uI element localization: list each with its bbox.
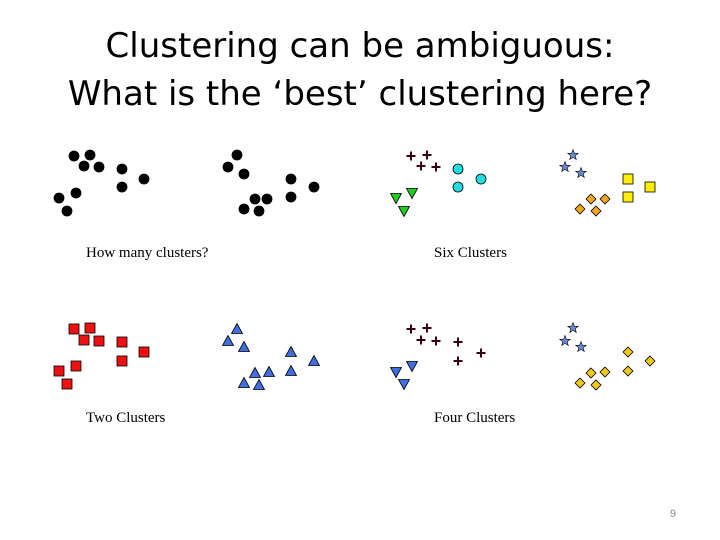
square-marker-icon — [622, 173, 634, 185]
square-marker-icon — [622, 191, 634, 203]
star-marker-icon — [559, 161, 571, 172]
plus-marker-icon — [405, 150, 417, 162]
triangle-down-marker-icon — [406, 188, 418, 199]
plus-marker-icon — [415, 160, 427, 172]
diamond-marker-icon — [590, 379, 602, 391]
square-marker-icon — [116, 355, 128, 367]
star-marker-icon — [567, 322, 579, 333]
square-marker-icon — [116, 336, 128, 348]
circle-marker-icon — [253, 205, 265, 217]
circle-marker-icon — [116, 163, 128, 175]
circle-marker-icon — [452, 163, 464, 175]
circle-marker-icon — [84, 149, 96, 161]
circle-marker-icon — [222, 161, 234, 173]
circle-marker-icon — [238, 168, 250, 180]
triangle-up-marker-icon — [249, 367, 261, 378]
square-marker-icon — [78, 334, 90, 346]
triangle-up-marker-icon — [253, 379, 265, 390]
plus-marker-icon — [421, 149, 433, 161]
square-marker-icon — [93, 335, 105, 347]
circle-marker-icon — [116, 181, 128, 193]
square-marker-icon — [138, 346, 150, 358]
circle-marker-icon — [475, 173, 487, 185]
star-marker-icon — [575, 341, 587, 352]
star-marker-icon — [559, 335, 571, 346]
circle-marker-icon — [238, 203, 250, 215]
circle-marker-icon — [138, 173, 150, 185]
triangle-up-marker-icon — [222, 335, 234, 346]
plus-marker-icon — [430, 161, 442, 173]
caption-four-clusters: Four Clusters — [434, 410, 516, 426]
circle-marker-icon — [70, 187, 82, 199]
circle-marker-icon — [68, 150, 80, 162]
diamond-marker-icon — [590, 205, 602, 217]
plus-marker-icon — [452, 336, 464, 348]
triangle-up-marker-icon — [238, 377, 250, 388]
plus-marker-icon — [405, 323, 417, 335]
square-marker-icon — [53, 365, 65, 377]
caption-six-clusters: Six Clusters — [434, 245, 507, 261]
star-marker-icon — [575, 167, 587, 178]
caption-how-many-clusters: How many clusters? — [86, 245, 209, 261]
triangle-down-marker-icon — [390, 367, 402, 378]
panel-four-clusters — [390, 322, 656, 391]
triangle-down-marker-icon — [406, 361, 418, 372]
diamond-marker-icon — [622, 346, 634, 358]
square-marker-icon — [61, 378, 73, 390]
circle-marker-icon — [78, 160, 90, 172]
title-line-1: Clustering can be ambiguous: — [105, 26, 615, 66]
circle-marker-icon — [249, 193, 261, 205]
circle-marker-icon — [261, 193, 273, 205]
diamond-marker-icon — [599, 193, 611, 205]
plus-marker-icon — [421, 322, 433, 334]
panel-two-clusters — [53, 322, 320, 390]
triangle-down-marker-icon — [398, 379, 410, 390]
title-line-2: What is the ‘best’ clustering here? — [67, 74, 653, 114]
diamond-marker-icon — [585, 193, 597, 205]
circle-marker-icon — [308, 181, 320, 193]
diamond-marker-icon — [574, 203, 586, 215]
plus-marker-icon — [415, 334, 427, 346]
slide-title: Clustering can be ambiguous: What is the… — [0, 22, 720, 118]
triangle-up-marker-icon — [285, 365, 297, 376]
triangle-down-marker-icon — [398, 206, 410, 217]
panel-six-clusters — [390, 149, 656, 217]
triangle-up-marker-icon — [308, 355, 320, 366]
triangle-down-marker-icon — [390, 193, 402, 204]
square-marker-icon — [84, 322, 96, 334]
triangle-up-marker-icon — [238, 341, 250, 352]
panel-unclustered — [53, 149, 320, 217]
caption-two-clusters: Two Clusters — [86, 410, 166, 426]
square-marker-icon — [70, 360, 82, 372]
diamond-marker-icon — [574, 377, 586, 389]
circle-marker-icon — [61, 205, 73, 217]
square-marker-icon — [68, 323, 80, 335]
diamond-marker-icon — [644, 355, 656, 367]
circle-marker-icon — [93, 161, 105, 173]
triangle-up-marker-icon — [263, 366, 275, 377]
triangle-up-marker-icon — [285, 346, 297, 357]
plus-marker-icon — [452, 355, 464, 367]
triangle-up-marker-icon — [231, 323, 243, 334]
circle-marker-icon — [53, 192, 65, 204]
circle-marker-icon — [452, 181, 464, 193]
circle-marker-icon — [285, 173, 297, 185]
star-marker-icon — [567, 149, 579, 160]
diamond-marker-icon — [585, 367, 597, 379]
circle-marker-icon — [285, 191, 297, 203]
square-marker-icon — [644, 181, 656, 193]
page-number: 9 — [669, 508, 676, 520]
diamond-marker-icon — [622, 365, 634, 377]
plus-marker-icon — [475, 347, 487, 359]
circle-marker-icon — [231, 149, 243, 161]
plus-marker-icon — [430, 335, 442, 347]
diamond-marker-icon — [599, 366, 611, 378]
